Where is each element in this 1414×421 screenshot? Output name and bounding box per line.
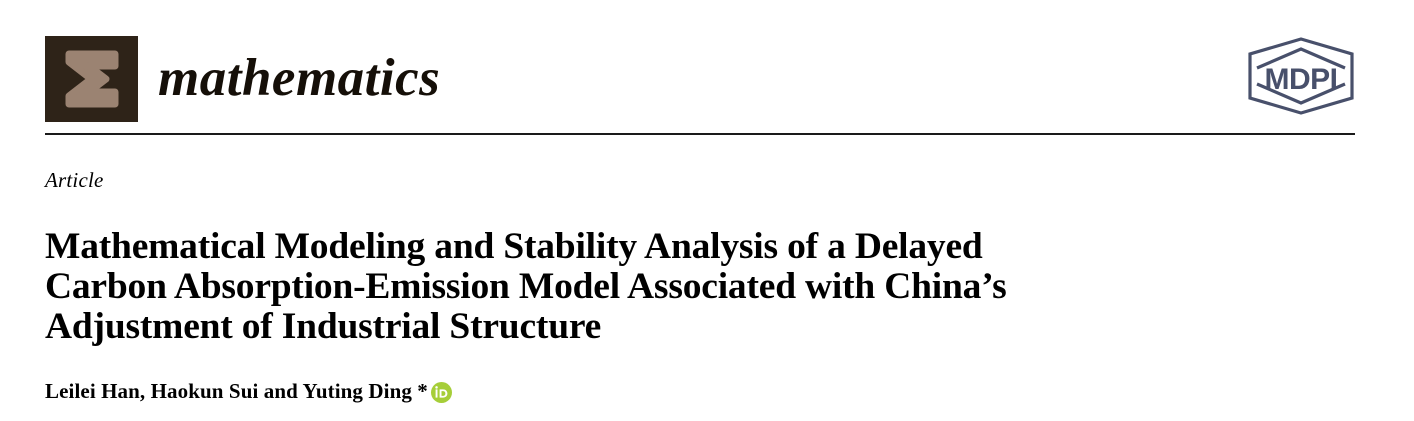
mdpi-hexagon-logo-icon[interactable]: MDPI xyxy=(1247,36,1355,116)
journal-masthead: mathematics MDPI xyxy=(45,36,1355,122)
masthead-divider-rule xyxy=(45,133,1355,135)
title-line-1: Mathematical Modeling and Stability Anal… xyxy=(45,226,983,268)
sigma-logo-icon[interactable] xyxy=(45,36,138,122)
journal-title-wordmark[interactable]: mathematics xyxy=(158,49,441,107)
author-list: Leilei Han, Haokun Sui and Yuting Ding * xyxy=(45,378,452,404)
page-title: Mathematical Modeling and Stability Anal… xyxy=(45,227,1335,347)
svg-text:MDPI: MDPI xyxy=(1265,63,1338,96)
orcid-id-icon[interactable] xyxy=(430,381,452,403)
author-names[interactable]: Leilei Han, Haokun Sui and Yuting Ding * xyxy=(45,379,428,403)
article-type-label: Article xyxy=(45,168,104,192)
title-line-2: Carbon Absorption-Emission Model Associa… xyxy=(45,266,1007,308)
title-line-3: Adjustment of Industrial Structure xyxy=(45,306,602,348)
